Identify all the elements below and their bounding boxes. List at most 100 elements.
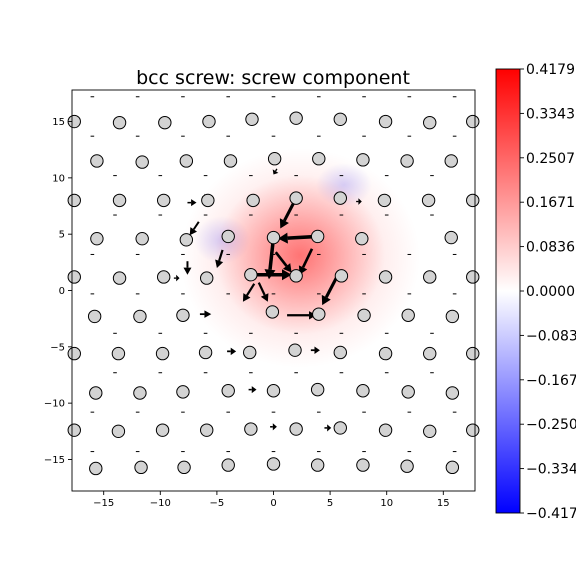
atom-marker (444, 154, 458, 168)
atom-marker (400, 154, 414, 168)
atom-marker (356, 153, 370, 167)
atom-marker (133, 386, 147, 400)
atom-marker (223, 154, 238, 168)
arrow-head (204, 310, 212, 318)
colorbar-tick-label: 0.0000 (526, 284, 575, 300)
colorbar-tick-label: 0.1671 (526, 195, 575, 211)
arrow-shaft (192, 221, 200, 230)
heatmap-field (180, 148, 420, 368)
displacement-arrow (189, 221, 200, 236)
negative-displacement-blob-left (194, 216, 250, 264)
atom-marker (445, 386, 460, 400)
arrow-shaft (245, 283, 256, 296)
atom-marker (67, 193, 81, 208)
displacement-arrow (324, 424, 332, 432)
atom-marker (221, 458, 235, 472)
atom-marker (423, 424, 437, 439)
displacement-arrow (270, 423, 277, 431)
atom-marker (266, 457, 281, 471)
atom-marker (135, 231, 149, 246)
atom-marker (466, 270, 480, 284)
atom-marker (202, 114, 216, 129)
atom-marker (466, 114, 480, 129)
arrow-head (279, 218, 289, 229)
x-tick-label: 0 (270, 498, 276, 509)
atom-marker (201, 193, 215, 208)
displacement-arrow (356, 198, 362, 205)
atom-marker (155, 423, 170, 437)
x-tick-label: 5 (327, 498, 333, 509)
atom-marker (267, 152, 282, 166)
atom-marker (156, 270, 171, 284)
atom-marker (401, 385, 415, 399)
colorbar-tick-label: −0.3343 (526, 462, 576, 478)
atom-marker (265, 305, 280, 319)
displacement-arrow (248, 386, 257, 394)
atom-marker (179, 233, 194, 247)
arrow-head (264, 269, 276, 280)
arrow-head (183, 267, 192, 275)
x-tick-label: −5 (210, 498, 225, 509)
arrow-head (242, 293, 251, 302)
atom-marker (401, 308, 415, 322)
atom-marker (310, 229, 325, 244)
atom-marker (289, 111, 303, 125)
atom-marker (266, 384, 281, 398)
atom-marker (176, 385, 190, 399)
atom-marker (466, 346, 480, 361)
atom-marker (333, 191, 347, 205)
atom-marker (445, 460, 460, 475)
atom-marker (87, 309, 102, 324)
atom-marker (90, 154, 104, 168)
atom-marker (289, 191, 303, 205)
displacement-arrow (274, 251, 292, 273)
atom-marker (200, 423, 214, 437)
atom-marker (243, 345, 257, 360)
chart-title: bcc screw: screw component (136, 67, 410, 89)
arrow-shaft (257, 282, 266, 296)
y-tick-label: −10 (44, 399, 65, 410)
displacement-arrow (183, 261, 192, 275)
colorbar: 0.4179 0.3343 0.2507 0.1671 0.0836 0.0000 −0.0… (495, 62, 576, 522)
displacement-arrow (272, 168, 279, 175)
y-tick-label: 10 (52, 173, 65, 184)
atom-marker (266, 230, 281, 245)
arrow-head (327, 424, 332, 432)
displacement-arrow (227, 347, 237, 356)
plot-area (67, 89, 480, 492)
arrow-head (358, 198, 362, 205)
colorbar-tick-label: 0.2507 (526, 151, 575, 167)
atom-marker (67, 346, 81, 361)
y-tick-label: 15 (52, 117, 65, 128)
atom-marker (312, 152, 326, 166)
atom-marker (378, 423, 393, 437)
atom-marker (423, 115, 437, 130)
y-axis: −15 −10 −5 0 5 10 15 (44, 117, 72, 466)
displacement-arrow (215, 249, 224, 268)
atom-marker (333, 421, 347, 435)
colorbar-tick-label: 0.4179 (526, 62, 575, 78)
atom-marker (356, 458, 370, 472)
displacement-arrow (310, 346, 320, 354)
atom-marker (288, 343, 302, 357)
atom-marker (221, 384, 235, 398)
arrow-shaft (274, 251, 288, 267)
atom-marker (176, 308, 190, 322)
atom-marker (312, 307, 326, 321)
atom-marker (289, 269, 303, 283)
atom-marker (400, 459, 414, 473)
colorbar-gradient (495, 68, 521, 514)
atom-marker (244, 422, 258, 436)
y-tick-label: −5 (50, 342, 65, 353)
atom-marker (421, 193, 436, 208)
y-tick-label: 0 (59, 286, 65, 297)
arrow-head (260, 293, 269, 302)
atom-marker (158, 115, 172, 130)
atom-marker (466, 423, 480, 437)
atom-marker (377, 193, 392, 208)
atom-marker (356, 384, 370, 398)
displacement-arrow (187, 199, 197, 207)
x-tick-label: 10 (380, 498, 393, 509)
arrow-head (215, 259, 224, 268)
